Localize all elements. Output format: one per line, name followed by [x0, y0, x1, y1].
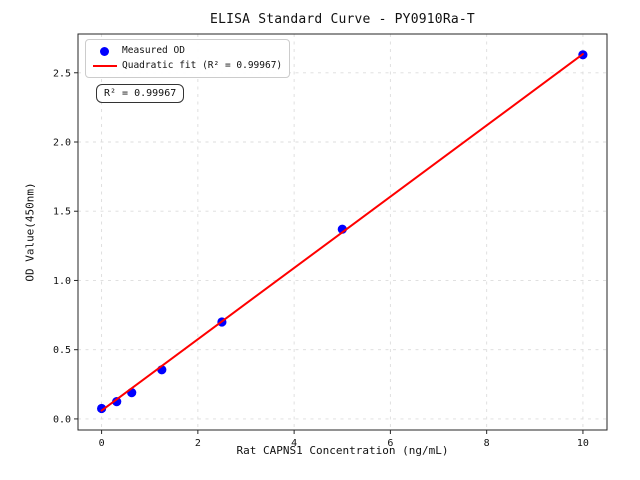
x-tick-label: 8	[484, 438, 490, 449]
data-point	[112, 397, 122, 407]
y-tick-label: 0.0	[53, 414, 71, 425]
y-tick-label: 2.0	[53, 138, 71, 149]
legend-entry-quadratic-fit: Quadratic fit (R² = 0.99967)	[92, 60, 282, 72]
legend-label-quadratic-fit: Quadratic fit (R² = 0.99967)	[122, 60, 283, 71]
quadratic-fit-line	[100, 53, 584, 412]
legend: Measured OD Quadratic fit (R² = 0.99967)	[85, 39, 291, 78]
legend-label-measured-od: Measured OD	[122, 45, 185, 56]
x-tick-label: 0	[99, 438, 105, 449]
x-tick-label: 10	[577, 438, 589, 449]
y-tick-label: 1.0	[53, 276, 71, 287]
x-tick-label: 6	[387, 438, 393, 449]
x-tick-label: 4	[291, 438, 297, 449]
chart-title: ELISA Standard Curve - PY0910Ra-T	[210, 12, 475, 27]
y-tick-label: 2.5	[53, 68, 71, 79]
legend-entry-measured-od: Measured OD	[92, 45, 282, 57]
y-tick-label: 0.5	[53, 345, 71, 356]
r-squared-annotation: R² = 0.99967	[96, 84, 185, 103]
scatter-dot-icon	[100, 46, 109, 56]
legend-marker-area	[92, 46, 117, 56]
plot-border	[77, 33, 608, 431]
legend-marker-area	[92, 65, 117, 67]
data-point	[97, 403, 107, 414]
x-axis-label: Rat CAPNS1 Concentration (ng/mL)	[236, 444, 449, 457]
y-tick-label: 1.5	[53, 207, 71, 218]
x-tick-label: 2	[195, 438, 201, 449]
fit-line-icon	[92, 65, 117, 67]
y-axis-label-text: OD Value(450nm)	[23, 182, 37, 282]
